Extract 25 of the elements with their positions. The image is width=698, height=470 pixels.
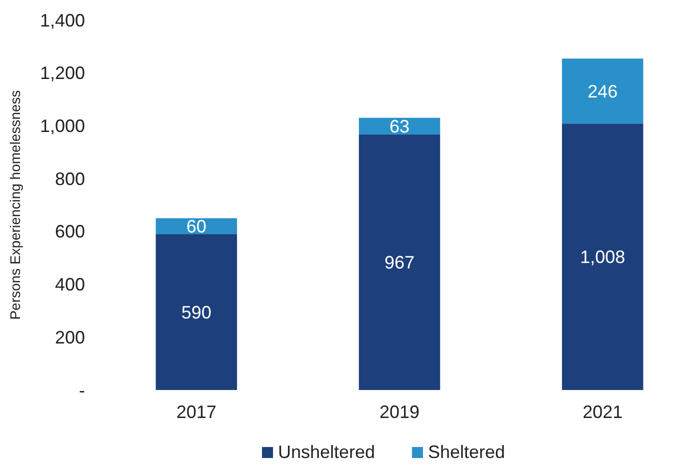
bar <box>156 234 238 390</box>
y-tick-label: 400 <box>54 274 85 295</box>
y-tick-label: 1,000 <box>40 116 85 136</box>
legend-label: Unsheltered <box>278 442 376 462</box>
bar <box>562 124 644 390</box>
y-tick-label: 200 <box>54 327 85 348</box>
x-tick-label: 2017 <box>176 402 216 422</box>
data-label: 60 <box>186 216 206 236</box>
data-label: 590 <box>181 302 212 322</box>
legend-label: Sheltered <box>428 442 506 462</box>
bar <box>156 218 238 234</box>
y-tick-label: 800 <box>54 168 85 189</box>
bar <box>562 58 644 124</box>
data-label: 967 <box>384 252 415 273</box>
data-label: 63 <box>389 116 410 136</box>
data-label: 1,008 <box>580 247 626 268</box>
bar <box>358 134 440 390</box>
y-tick-label: 1,400 <box>40 10 85 30</box>
y-tick-label: - <box>79 380 85 400</box>
y-axis-title: Persons Experiencing homelessness <box>7 90 23 320</box>
y-tick-label: 600 <box>54 222 85 242</box>
y-tick-label: 1,200 <box>40 63 85 84</box>
data-label: 246 <box>588 81 618 102</box>
x-tick-label: 2019 <box>379 402 420 422</box>
x-tick-label: 2021 <box>582 402 623 422</box>
